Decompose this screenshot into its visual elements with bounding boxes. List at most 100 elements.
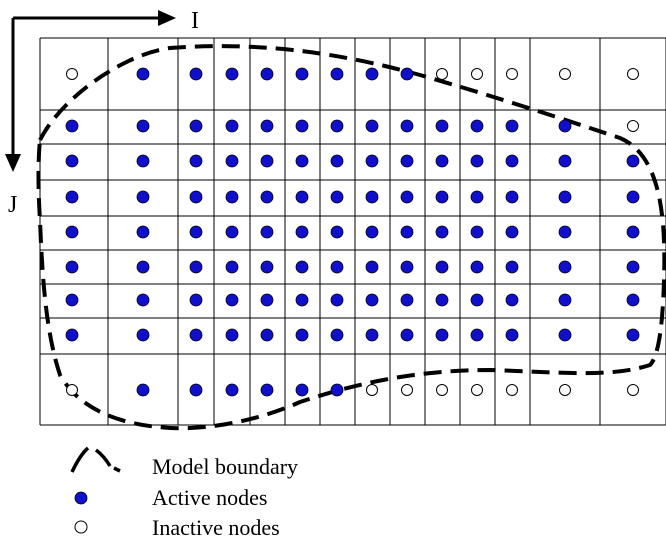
active-node [225,154,239,168]
active-node [558,260,572,274]
active-node [626,190,640,204]
active-nodes-group [65,67,640,397]
active-node [505,119,519,133]
active-node [65,328,79,342]
active-node [558,225,572,239]
active-node [189,293,203,307]
active-node [365,328,379,342]
active-node [470,119,484,133]
active-node [136,328,150,342]
active-node [505,154,519,168]
active-node [626,225,640,239]
active-node [400,260,414,274]
active-node [189,383,203,397]
active-node [260,119,274,133]
active-node [295,119,309,133]
active-node [365,154,379,168]
active-node [470,260,484,274]
active-node [295,383,309,397]
active-node [189,190,203,204]
inactive-node [436,68,448,80]
inactive-node [366,384,378,396]
active-node [136,119,150,133]
active-node [65,225,79,239]
active-node [435,293,449,307]
active-node [365,119,379,133]
active-node [626,328,640,342]
active-node [260,328,274,342]
active-node [136,190,150,204]
inactive-node [436,384,448,396]
active-node [330,293,344,307]
active-node [435,328,449,342]
active-node [365,225,379,239]
active-node [435,225,449,239]
inactive-node [471,384,483,396]
active-node [505,225,519,239]
inactive-node [66,68,78,80]
active-node [435,190,449,204]
legend-active-swatch [74,491,88,505]
active-node [260,190,274,204]
active-node [435,119,449,133]
active-node [65,293,79,307]
active-node [136,225,150,239]
active-node [136,293,150,307]
active-node [365,67,379,81]
active-node [260,225,274,239]
active-node [400,119,414,133]
active-node [225,383,239,397]
active-node [330,225,344,239]
active-node [225,328,239,342]
inactive-node [506,68,518,80]
active-node [295,67,309,81]
active-node [189,260,203,274]
active-node [470,293,484,307]
inactive-node [506,384,518,396]
inactive-node [627,68,639,80]
active-node [189,119,203,133]
active-node [295,190,309,204]
active-node [136,383,150,397]
active-node [65,154,79,168]
active-node [400,190,414,204]
active-node [505,260,519,274]
active-node [505,190,519,204]
active-node [470,225,484,239]
active-node [260,154,274,168]
active-node [626,154,640,168]
active-node [225,225,239,239]
legend-boundary-swatch [70,446,121,473]
j-axis-arrow [5,18,21,172]
active-node [626,260,640,274]
active-node [295,328,309,342]
inactive-node [471,68,483,80]
legend-active-label: Active nodes [152,485,267,510]
active-node [365,260,379,274]
active-node [470,154,484,168]
active-node [65,260,79,274]
active-node [558,328,572,342]
active-node [295,293,309,307]
active-node [260,383,274,397]
model-grid [39,37,666,426]
inactive-nodes-group [66,68,639,396]
active-node [626,293,640,307]
active-node [330,119,344,133]
inactive-node [627,120,639,132]
i-axis-arrow [13,10,176,26]
active-node [136,67,150,81]
active-node [65,190,79,204]
active-node [400,154,414,168]
active-node [435,154,449,168]
legend: Model boundary Active nodes Inactive nod… [70,446,298,540]
legend-boundary-label: Model boundary [152,454,298,479]
active-node [330,260,344,274]
active-node [330,67,344,81]
active-node [470,190,484,204]
active-node [136,154,150,168]
active-node [260,293,274,307]
active-node [189,154,203,168]
active-node [189,225,203,239]
